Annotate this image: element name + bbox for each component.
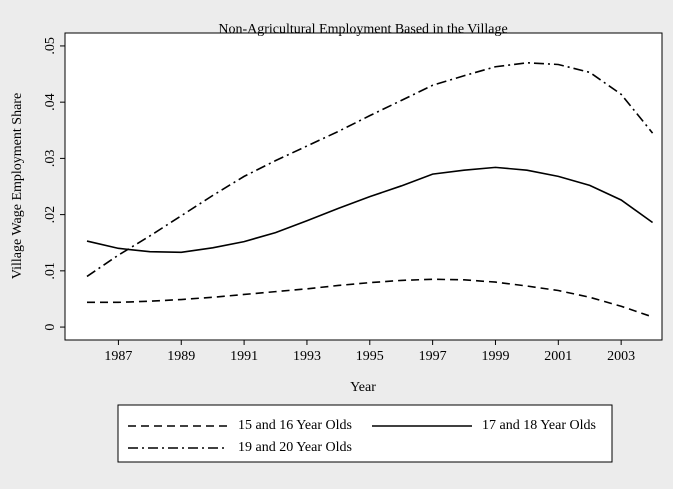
- x-tick-label: 1995: [356, 349, 384, 364]
- y-tick-label: .05: [43, 37, 58, 55]
- legend-label: 17 and 18 Year Olds: [482, 418, 596, 433]
- y-tick-label: .01: [43, 262, 58, 280]
- y-tick-label: .03: [43, 150, 58, 168]
- y-tick-label: 0: [43, 324, 58, 331]
- x-tick-label: 1993: [293, 349, 321, 364]
- series-line: [86, 278, 653, 318]
- plot-area: [64, 32, 663, 341]
- x-tick-label: 2001: [544, 349, 572, 364]
- series-line: [86, 166, 654, 254]
- x-tick-label: 1999: [481, 349, 509, 364]
- y-axis-label: Village Wage Employment Share: [10, 93, 25, 279]
- legend-label: 19 and 20 Year Olds: [238, 440, 352, 455]
- legend: [117, 404, 613, 463]
- legend-label: 15 and 16 Year Olds: [238, 418, 352, 433]
- series-line: [86, 61, 654, 278]
- x-tick-label: 1989: [167, 349, 195, 364]
- y-tick-label: .04: [43, 93, 58, 111]
- x-tick-label: 1991: [230, 349, 258, 364]
- y-tick-label: .02: [43, 206, 58, 224]
- x-tick-label: 1987: [104, 349, 132, 364]
- x-tick-label: 1997: [419, 349, 447, 364]
- x-tick-label: 2003: [607, 349, 635, 364]
- chart-title: Non-Agricultural Employment Based in the…: [218, 22, 507, 37]
- x-axis-label: Year: [350, 380, 376, 395]
